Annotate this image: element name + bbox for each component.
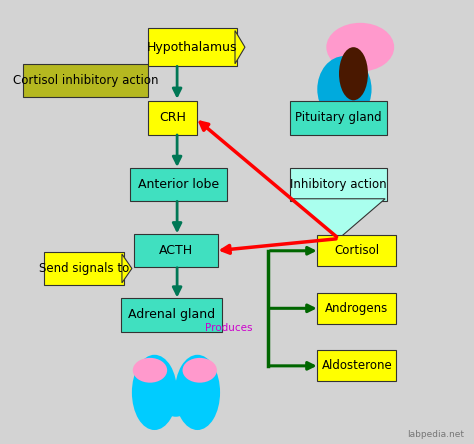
FancyBboxPatch shape	[317, 350, 396, 381]
Text: Aldosterone: Aldosterone	[321, 359, 392, 373]
FancyBboxPatch shape	[148, 28, 237, 66]
Ellipse shape	[182, 358, 217, 383]
Text: Produces: Produces	[205, 323, 253, 333]
Text: Cortisol: Cortisol	[334, 244, 379, 257]
Text: Send signals to: Send signals to	[39, 262, 129, 275]
Ellipse shape	[133, 358, 167, 383]
FancyBboxPatch shape	[290, 101, 387, 135]
Text: Adrenal gland: Adrenal gland	[128, 309, 215, 321]
Text: Androgens: Androgens	[325, 302, 389, 315]
Text: ACTH: ACTH	[159, 244, 193, 257]
FancyBboxPatch shape	[129, 168, 227, 201]
FancyBboxPatch shape	[23, 64, 148, 97]
Text: CRH: CRH	[159, 111, 186, 124]
Polygon shape	[292, 199, 385, 238]
Ellipse shape	[317, 56, 372, 123]
Polygon shape	[235, 31, 245, 64]
FancyBboxPatch shape	[134, 234, 218, 267]
Text: Hypothalamus: Hypothalamus	[147, 41, 238, 54]
Text: labpedia.net: labpedia.net	[407, 430, 464, 439]
Text: Inhibitory action: Inhibitory action	[291, 178, 387, 191]
FancyBboxPatch shape	[148, 101, 198, 135]
Ellipse shape	[175, 355, 220, 430]
Ellipse shape	[326, 23, 394, 71]
Text: Anterior lobe: Anterior lobe	[137, 178, 219, 191]
Ellipse shape	[162, 390, 189, 417]
Ellipse shape	[339, 47, 368, 100]
Text: Cortisol inhibitory action: Cortisol inhibitory action	[13, 74, 158, 87]
Polygon shape	[122, 254, 132, 283]
FancyBboxPatch shape	[120, 298, 222, 332]
FancyBboxPatch shape	[317, 293, 396, 324]
FancyBboxPatch shape	[317, 235, 396, 266]
FancyBboxPatch shape	[290, 168, 387, 201]
FancyBboxPatch shape	[44, 252, 124, 285]
Ellipse shape	[132, 355, 177, 430]
Text: Pituitary gland: Pituitary gland	[295, 111, 382, 124]
